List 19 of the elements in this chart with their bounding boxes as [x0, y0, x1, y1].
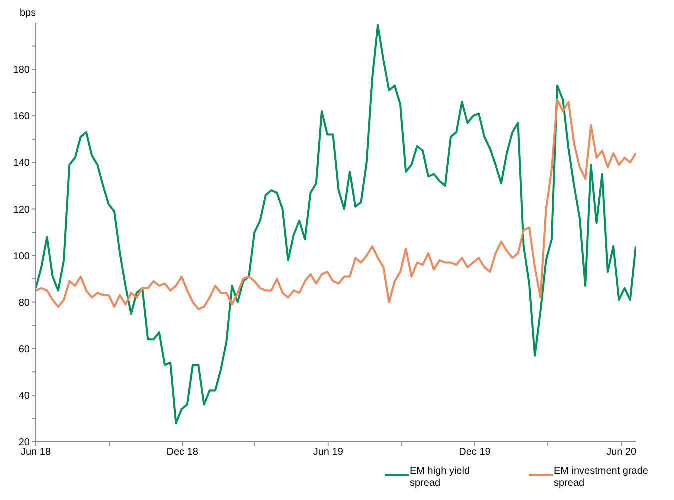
- y-tick-label: 140: [13, 158, 30, 170]
- legend-label: EM investment grade spread: [554, 466, 650, 490]
- y-tick-label: 180: [13, 65, 30, 76]
- line-series: [36, 98, 636, 310]
- y-tick-label: 120: [13, 204, 30, 216]
- x-tick-label: Jun 19: [313, 447, 344, 458]
- y-tick-label: 160: [13, 112, 30, 123]
- x-tick-label: Dec 19: [459, 447, 492, 458]
- y-axis-title: bps: [20, 8, 36, 19]
- x-tick-label: Jun 20: [606, 447, 638, 458]
- legend-label: EM high yield spread: [410, 466, 472, 490]
- y-tick-label: 20: [18, 438, 30, 449]
- y-tick-label: 40: [18, 390, 30, 402]
- line-series: [36, 24, 636, 424]
- y-tick-label: 80: [18, 298, 30, 309]
- x-tick-label: Jun 18: [20, 447, 52, 458]
- y-tick-label: 60: [18, 344, 30, 356]
- y-tick-label: 100: [13, 251, 30, 262]
- x-tick-label: Dec 18: [166, 447, 199, 458]
